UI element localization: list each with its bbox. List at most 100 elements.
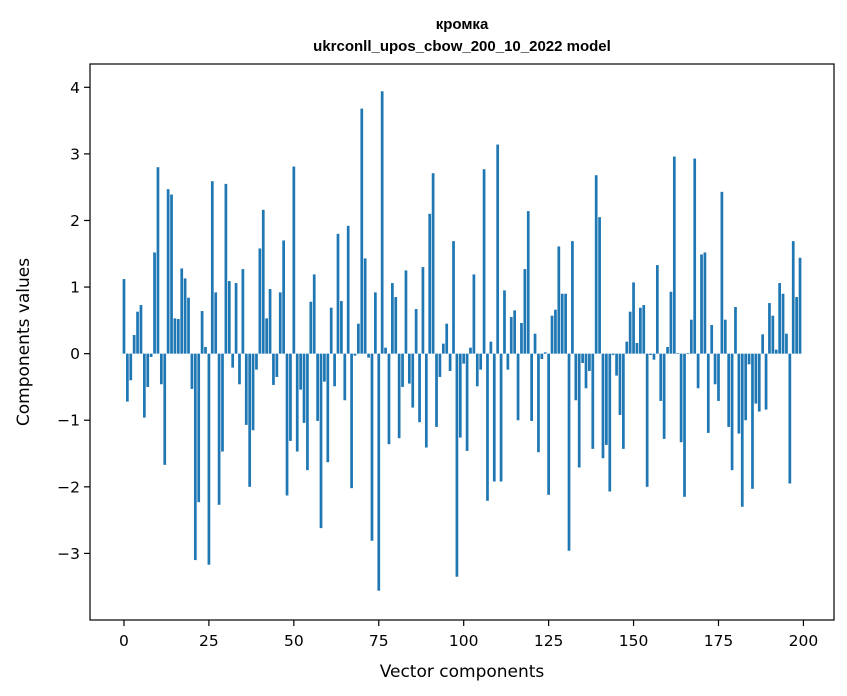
bar <box>703 252 707 354</box>
bar <box>768 303 771 354</box>
bar <box>306 353 309 471</box>
bar <box>353 353 357 356</box>
bar <box>652 353 656 360</box>
bar <box>265 318 269 354</box>
bar <box>431 173 435 354</box>
bar <box>289 353 292 441</box>
y-tick-label: 4 <box>70 79 80 97</box>
bar <box>346 225 350 354</box>
bar <box>564 293 567 354</box>
bar <box>798 257 802 354</box>
bar <box>791 241 795 354</box>
bar <box>486 353 489 501</box>
bar <box>533 333 537 354</box>
bar <box>258 248 262 354</box>
bar <box>717 353 720 401</box>
bar <box>197 353 201 503</box>
bar <box>139 305 143 354</box>
bar <box>176 319 180 354</box>
bar <box>645 353 649 487</box>
bar <box>608 353 612 492</box>
bar <box>248 353 252 487</box>
bar <box>251 353 255 431</box>
bar <box>584 353 588 389</box>
bar <box>574 353 578 401</box>
bar <box>316 353 319 421</box>
bar <box>628 311 632 354</box>
bar <box>255 353 258 370</box>
bar <box>214 292 218 354</box>
bar <box>554 309 557 354</box>
bar <box>513 310 517 354</box>
bar <box>754 353 758 404</box>
bar <box>272 353 275 385</box>
bar <box>713 353 717 385</box>
bar <box>706 353 710 433</box>
bar <box>414 309 418 354</box>
bar <box>479 353 483 370</box>
bar <box>679 353 683 443</box>
bar <box>343 353 347 401</box>
bar <box>129 353 133 381</box>
bar <box>503 290 506 354</box>
bar <box>234 283 238 354</box>
x-tick-label: 175 <box>704 632 734 650</box>
bar <box>336 233 340 354</box>
bar <box>462 353 466 364</box>
bar <box>530 353 533 421</box>
bar <box>727 353 731 427</box>
bar <box>458 353 462 438</box>
bar <box>309 301 313 354</box>
bar <box>374 292 377 354</box>
y-tick-label: −1 <box>57 412 80 430</box>
x-tick-label: 125 <box>534 632 564 650</box>
bar <box>326 353 330 463</box>
bar <box>540 353 544 359</box>
bar <box>173 318 177 354</box>
bar <box>132 335 136 354</box>
y-tick-label: 1 <box>70 279 80 297</box>
bar <box>662 353 666 439</box>
bar <box>509 317 513 354</box>
bar <box>411 353 415 408</box>
bar <box>166 189 170 354</box>
bar <box>588 353 591 371</box>
chart-subtitle: ukrconll_upos_cbow_200_10_2022 model <box>313 38 611 55</box>
bar <box>744 353 748 421</box>
bar <box>407 353 411 384</box>
bar <box>764 353 768 410</box>
bar <box>591 353 595 449</box>
x-tick-label: 100 <box>449 632 479 650</box>
x-tick-label: 0 <box>119 632 129 650</box>
x-tick-label: 50 <box>284 632 304 650</box>
bar <box>506 353 510 370</box>
bar <box>183 278 187 354</box>
x-tick-label: 75 <box>369 632 389 650</box>
bar <box>210 181 214 354</box>
bar <box>428 213 432 354</box>
bar <box>465 353 469 451</box>
y-tick-label: 3 <box>70 145 80 163</box>
bar <box>268 289 272 354</box>
bar <box>523 269 527 354</box>
bar <box>455 353 459 577</box>
x-axis-label: Vector components <box>380 662 545 682</box>
bar <box>244 353 248 425</box>
bar <box>683 353 686 497</box>
bar <box>747 353 751 365</box>
bar <box>299 353 302 390</box>
bar <box>482 169 486 354</box>
bar <box>577 353 581 468</box>
bar <box>475 353 479 387</box>
plot-frame <box>89 63 835 621</box>
bar <box>557 246 561 354</box>
bar <box>666 346 669 354</box>
bar <box>146 353 150 387</box>
bar <box>394 297 398 354</box>
bar <box>781 293 785 354</box>
y-tick-label: −2 <box>57 478 80 496</box>
bar <box>401 353 404 387</box>
bar <box>550 315 554 354</box>
bar <box>122 279 126 354</box>
